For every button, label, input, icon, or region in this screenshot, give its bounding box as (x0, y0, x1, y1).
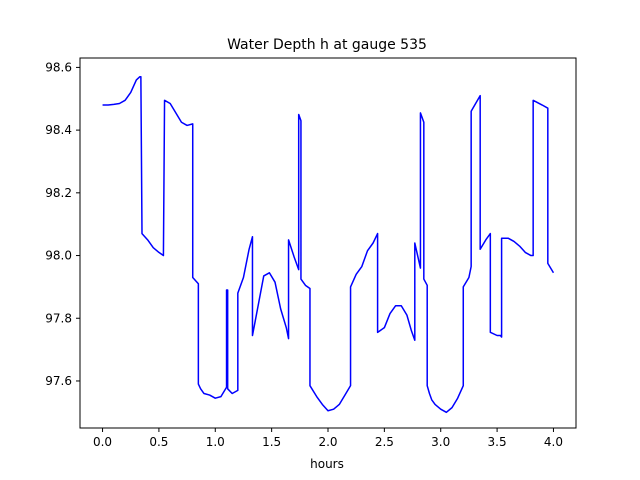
x-tick-label: 0.5 (149, 435, 168, 449)
x-tick-label: 1.0 (206, 435, 225, 449)
x-tick-label: 4.0 (544, 435, 563, 449)
x-tick-label: 3.0 (431, 435, 450, 449)
x-tick-label: 3.5 (488, 435, 507, 449)
x-tick-label: 1.5 (262, 435, 281, 449)
y-tick-label: 98.4 (45, 123, 72, 137)
x-tick-label: 2.5 (375, 435, 394, 449)
x-tick-label: 2.0 (318, 435, 337, 449)
y-axis: 97.6 97.8 98.0 98.2 98.4 98.6 (45, 60, 80, 388)
chart-title: Water Depth h at gauge 535 (227, 37, 427, 53)
y-tick-label: 97.8 (45, 311, 72, 325)
x-axis: 0.0 0.5 1.0 1.5 2.0 2.5 3.0 3.5 4.0 (93, 428, 563, 449)
x-tick-label: 0.0 (93, 435, 112, 449)
y-tick-label: 98.0 (45, 249, 72, 263)
y-tick-label: 97.6 (45, 374, 72, 388)
x-axis-label: hours (310, 457, 344, 471)
y-tick-label: 98.2 (45, 186, 72, 200)
y-tick-label: 98.6 (45, 60, 72, 74)
series-line-1 (102, 76, 555, 414)
